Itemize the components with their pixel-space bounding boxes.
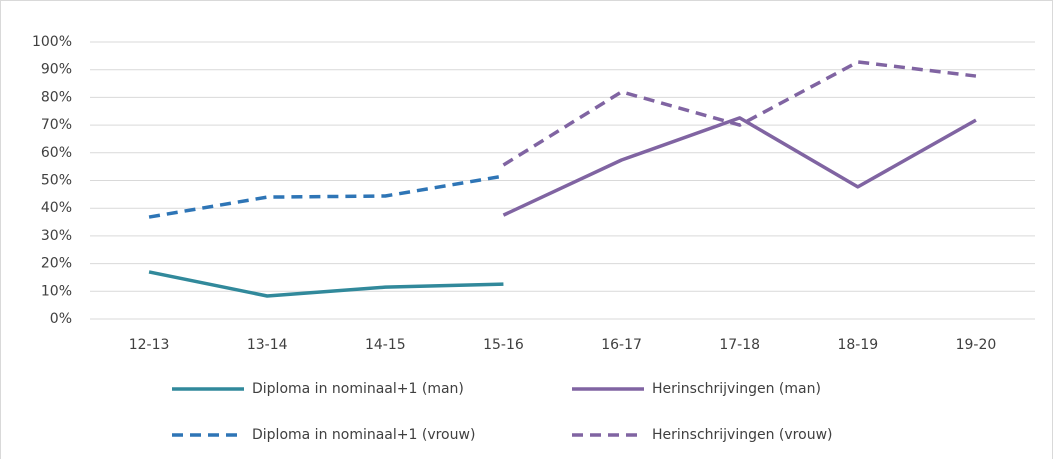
series-line <box>502 116 977 217</box>
y-tick-label: 60% <box>41 145 72 161</box>
legend-label: Herinschrijvingen (vrouw) <box>652 427 832 443</box>
y-tick-label: 20% <box>41 256 72 272</box>
y-tick-label: 0% <box>50 311 72 327</box>
series-line <box>502 60 977 167</box>
series-line <box>148 270 504 298</box>
y-tick-label: 100% <box>32 34 72 50</box>
legend-label: Diploma in nominaal+1 (vrouw) <box>252 427 475 443</box>
y-tick-label: 90% <box>41 62 72 78</box>
series-line <box>148 174 504 219</box>
x-tick-label: 16-17 <box>601 337 642 353</box>
x-tick-label: 13-14 <box>247 337 288 353</box>
y-tick-label: 10% <box>41 283 72 299</box>
x-tick-label: 18-19 <box>837 337 878 353</box>
y-tick-label: 80% <box>41 89 72 105</box>
legend-label: Diploma in nominaal+1 (man) <box>252 381 464 397</box>
x-tick-label: 19-20 <box>956 337 997 353</box>
y-tick-label: 40% <box>41 200 72 216</box>
x-tick-label: 12-13 <box>129 337 170 353</box>
y-tick-label: 30% <box>41 228 72 244</box>
x-tick-label: 15-16 <box>483 337 524 353</box>
y-tick-label: 50% <box>41 173 72 189</box>
x-tick-label: 14-15 <box>365 337 406 353</box>
x-tick-label: 17-18 <box>719 337 760 353</box>
y-tick-label: 70% <box>41 117 72 133</box>
legend-label: Herinschrijvingen (man) <box>652 381 821 397</box>
